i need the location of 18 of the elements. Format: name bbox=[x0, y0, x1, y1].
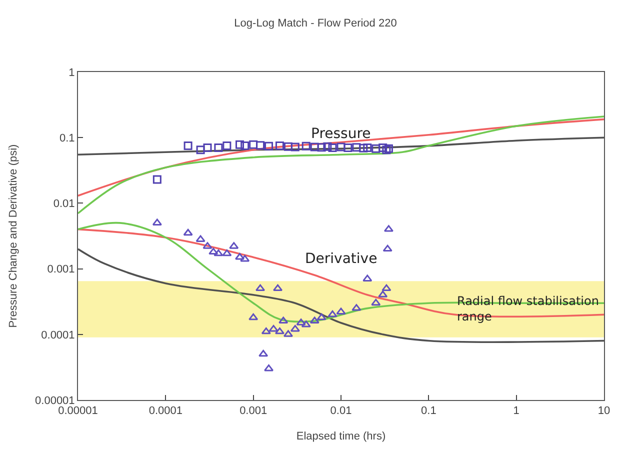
y-tick-label: 0.00001 bbox=[35, 394, 75, 407]
chart-title: Log-Log Match - Flow Period 220 bbox=[234, 18, 397, 30]
y-tick-label: 0.1 bbox=[60, 132, 75, 144]
x-tick-label: 0.0001 bbox=[148, 405, 182, 418]
y-tick-label: 0.01 bbox=[53, 198, 75, 210]
annotation: Pressure bbox=[311, 126, 371, 142]
annotation: Derivative bbox=[305, 251, 378, 267]
x-tick-label: 0.001 bbox=[240, 405, 268, 418]
y-tick-label: 0.0001 bbox=[41, 329, 75, 342]
x-tick-label: 0.01 bbox=[330, 405, 352, 418]
x-tick-label: 1 bbox=[513, 405, 520, 418]
y-tick-label: 1 bbox=[68, 66, 75, 79]
x-tick-label: 10 bbox=[598, 405, 610, 418]
x-axis-title: Elapsed time (hrs) bbox=[296, 430, 386, 442]
line-series bbox=[78, 118, 604, 197]
y-tick-label: 0.001 bbox=[47, 264, 75, 276]
y-axis-title: Pressure Change and Derivative (psi) bbox=[8, 144, 20, 328]
x-tick-label: 0.1 bbox=[421, 405, 436, 418]
